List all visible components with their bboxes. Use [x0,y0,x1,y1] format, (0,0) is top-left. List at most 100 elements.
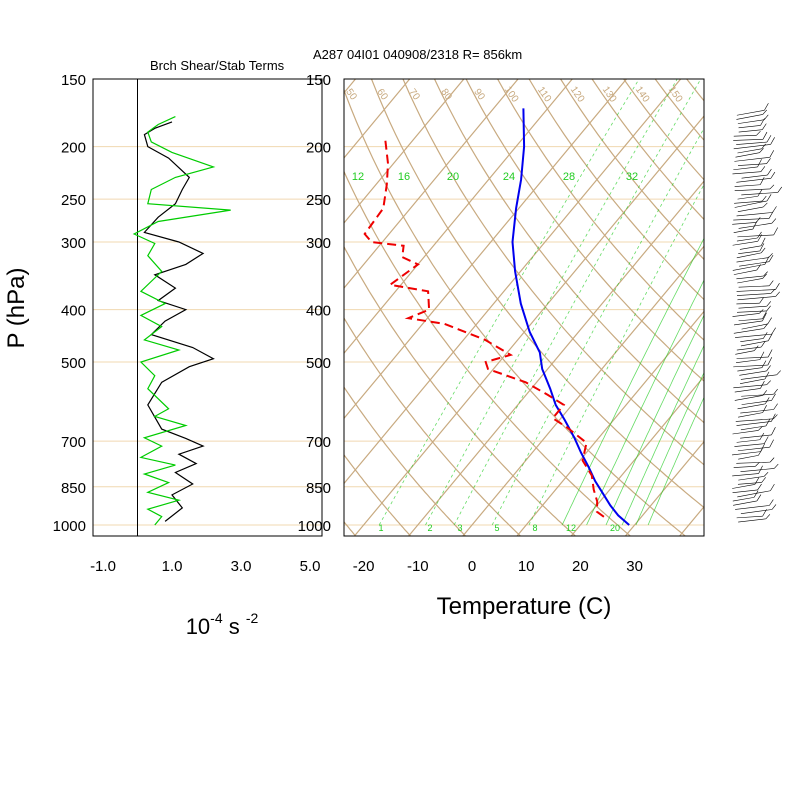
wind-barb [737,490,771,498]
wind-barb [766,365,771,372]
left-x-tick-label: 1.0 [162,558,183,575]
wind-barb [756,130,761,136]
left-series [132,116,231,526]
wind-barbs [731,103,783,523]
wind-barb [737,234,774,238]
wind-barb [737,446,770,452]
wind-barb [759,309,764,314]
wind-barb [736,359,761,363]
wind-barb [767,357,773,366]
mixing-ratio-label: 5 [494,523,499,533]
wind-barb [769,184,775,190]
wind-barb [763,471,769,477]
wind-barb [736,212,773,217]
stability-line [132,116,231,526]
wind-barb [764,114,769,120]
left-panel-grid [93,78,322,536]
wind-barb [734,395,763,401]
wind-barb [733,320,763,326]
wind-barb [737,278,763,284]
unit-exp-2: -2 [246,610,259,626]
wind-barb [768,211,774,219]
wind-barb [766,301,772,307]
mixing-ratio-label: 28 [563,171,575,183]
left-x-axis-label: 10-4 s -2 [186,610,259,639]
isotherm [344,79,465,224]
wind-barb [775,291,780,297]
left-pressure-tick-label: 1000 [53,518,86,535]
wind-barb [764,371,770,380]
wind-barb [773,227,779,236]
dry-adiabat [344,317,522,536]
wind-barb [740,374,777,380]
wind-barb [757,231,762,239]
wind-barb [767,349,773,358]
wind-barb [733,328,764,334]
wind-barb [763,271,768,277]
skewt-x-tick-label: 0 [468,558,476,575]
dry-adiabat [344,88,687,536]
wind-barb [771,427,776,436]
wind-barb [738,285,770,288]
wind-barb [760,118,765,126]
unit-base: 10 [186,614,210,639]
wind-barb [754,477,760,485]
wind-barb [732,240,758,246]
wind-barb [740,409,774,414]
wind-barb [759,177,765,185]
wind-barb [762,131,768,140]
skewt-x-axis-label: Temperature (C) [437,593,612,620]
wind-barb [773,414,778,420]
skewt-x-tick-label: -10 [407,558,429,575]
wind-barb [733,228,753,233]
skewt-x-ticks: -20 -10 0 10 20 30 [353,558,643,575]
wind-barb [762,109,768,115]
mixing-ratio-label: 12 [566,523,576,533]
wind-barb [766,135,772,143]
mixing-ratio-label: 2 [427,523,432,533]
wind-barb [770,171,776,179]
skewt-x-tick-label: -20 [353,558,375,575]
wind-barb [769,280,774,287]
wind-barb [738,455,759,460]
mixing-ratio-line [586,279,704,526]
wind-barb [738,318,763,322]
wind-barb [733,269,757,275]
wind-barb [737,403,766,410]
wind-barb [740,338,764,343]
wind-barb [739,378,766,384]
wind-barb [760,380,765,389]
left-panel-frame [92,78,323,537]
mixing-ratio-label: 12 [352,171,364,183]
wind-barb [768,333,773,341]
wind-barb [764,397,770,405]
wind-barb [757,483,762,491]
wind-barb [736,177,771,183]
wind-barb [773,388,778,395]
wind-barb [736,289,776,292]
wind-barb [737,148,762,154]
wind-barb [737,367,762,372]
mixing-ratio-line [605,314,704,526]
skewt-pressure-ticks: 150 200 250 300 400 500 700 850 1000 [298,72,331,535]
wind-barb [760,247,766,254]
skewt-x-tick-label: 20 [572,558,589,575]
wind-barb [758,465,763,474]
wind-barb [760,166,766,172]
wind-barb [736,114,763,120]
wind-barb [769,499,774,506]
wind-barb [763,323,769,329]
wind-barb [733,466,756,468]
wind-barb [732,430,759,435]
wind-barb [739,370,767,376]
isotherm [344,79,411,159]
wind-barb [769,439,774,448]
wind-barb [740,468,775,473]
skewt-panel-title: A287 04I01 040908/2318 R= 856km [313,47,522,62]
wind-barb [771,393,776,401]
wind-barb [771,218,777,224]
wind-barb [732,171,761,175]
wind-barb [737,482,762,485]
wind-barb [770,137,775,145]
wind-barb [733,135,757,137]
